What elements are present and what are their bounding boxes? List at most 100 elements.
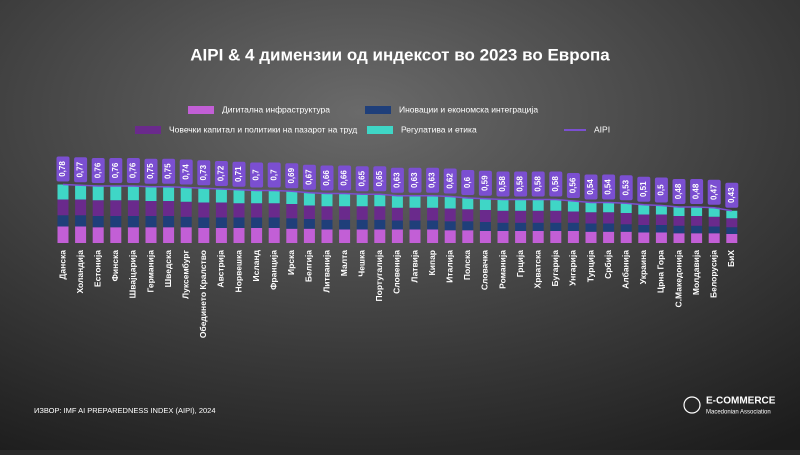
bar-segment (638, 204, 650, 215)
value-label-box (602, 174, 616, 200)
bar-segment (515, 199, 527, 211)
bar-segment (409, 207, 421, 221)
value-label: 0,75 (164, 163, 173, 179)
bar-segment (163, 186, 175, 201)
x-tick-label: Португалија (374, 250, 384, 302)
x-tick-label: Кипар (427, 250, 437, 275)
value-label-box (74, 157, 88, 183)
bar-segment (655, 214, 667, 225)
value-label: 0,59 (481, 175, 490, 191)
x-tick-label: Чешка (356, 250, 366, 277)
bar-segment (145, 201, 157, 216)
bar-segment (479, 231, 491, 243)
bar-segment (215, 228, 227, 243)
bar-segment (691, 233, 703, 243)
value-label-box (390, 167, 404, 193)
value-label: 0,71 (234, 166, 243, 182)
x-tick-label: Италија (444, 250, 454, 283)
x-tick-label: Бугарија (550, 250, 560, 287)
bar-segment (233, 189, 245, 204)
bar-segment (75, 215, 87, 227)
x-tick-label: Финска (110, 250, 120, 282)
bar-segment (215, 189, 227, 203)
bar-segment (708, 207, 720, 217)
bar-segment (673, 207, 685, 216)
value-label: 0,6 (463, 176, 472, 188)
bar-segment (462, 230, 474, 243)
x-tick-label: Шведска (163, 250, 173, 288)
bar-segment (339, 206, 351, 220)
x-tick-label: Данска (57, 250, 67, 280)
value-label: 0,48 (674, 183, 683, 199)
chart-title: AIPI & 4 димензии од индексот во 2023 во… (190, 45, 610, 64)
legend-label: Иновации и економска интеграција (399, 104, 538, 114)
bar-segment (444, 230, 456, 243)
x-tick-label: Исланд (251, 249, 261, 281)
bar-segment (532, 222, 544, 231)
bar-segment (127, 186, 139, 201)
bar-segment (567, 231, 579, 243)
bar-segment (356, 206, 368, 220)
bar-segment (75, 226, 87, 243)
value-label: 0,47 (709, 184, 718, 200)
x-tick-label: Белорусија (708, 250, 718, 298)
x-tick-label: Украина (638, 250, 648, 284)
bar-segment (655, 225, 667, 233)
bar-segment (251, 217, 263, 228)
bar-segment (57, 215, 69, 227)
value-label-box (320, 165, 334, 191)
bar-segment (321, 193, 333, 207)
value-label: 0,43 (727, 187, 736, 203)
value-label-box (179, 159, 193, 185)
bar-segment (497, 231, 509, 243)
bar-segment (567, 201, 579, 212)
bar-segment (479, 198, 491, 210)
value-label-box (443, 168, 457, 194)
bar-segment (303, 192, 315, 206)
legend-swatch (367, 126, 393, 134)
bar-segment (603, 202, 615, 213)
value-label-box (426, 167, 440, 193)
value-label-box (267, 162, 281, 188)
bar-segment (391, 229, 403, 243)
x-tick-label: Луксембург (180, 250, 190, 299)
bar-segment (638, 232, 650, 243)
logo-title: E-COMMERCE (706, 396, 776, 407)
value-label: 0,72 (217, 165, 226, 181)
bar-segment (427, 207, 439, 221)
bar-segment (92, 227, 104, 243)
bar-segment (620, 224, 632, 232)
value-label: 0,58 (516, 176, 525, 192)
value-label: 0,73 (199, 164, 208, 180)
value-label-box (56, 156, 70, 182)
bar-segment (691, 225, 703, 234)
value-label: 0,75 (146, 163, 155, 179)
value-label-box (91, 158, 105, 183)
bar-segment (620, 231, 632, 243)
bar-segment (110, 186, 122, 201)
legend-swatch (135, 126, 161, 134)
bar-segment (515, 222, 527, 231)
x-tick-label: Србија (603, 250, 613, 279)
bar-segment (286, 228, 298, 243)
bar-segment (374, 206, 386, 220)
bar-segment (585, 212, 597, 224)
bar-segment (233, 228, 245, 243)
value-label-box (302, 164, 316, 190)
value-label-box (549, 171, 563, 197)
x-tick-label: Латвија (409, 250, 419, 283)
value-label-box (584, 174, 598, 200)
x-tick-label: Молдавија (691, 250, 701, 295)
bar-segment (567, 222, 579, 231)
bar-segment (673, 225, 685, 234)
bar-segment (180, 201, 192, 217)
value-label-box (654, 177, 668, 203)
x-tick-label: Унгарија (568, 250, 578, 286)
bar-segment (127, 200, 139, 216)
value-label-box (408, 167, 422, 193)
bar-segment (286, 191, 298, 204)
bar-segment (515, 210, 527, 223)
bar-segment (726, 218, 738, 228)
bar-segment (550, 199, 562, 211)
